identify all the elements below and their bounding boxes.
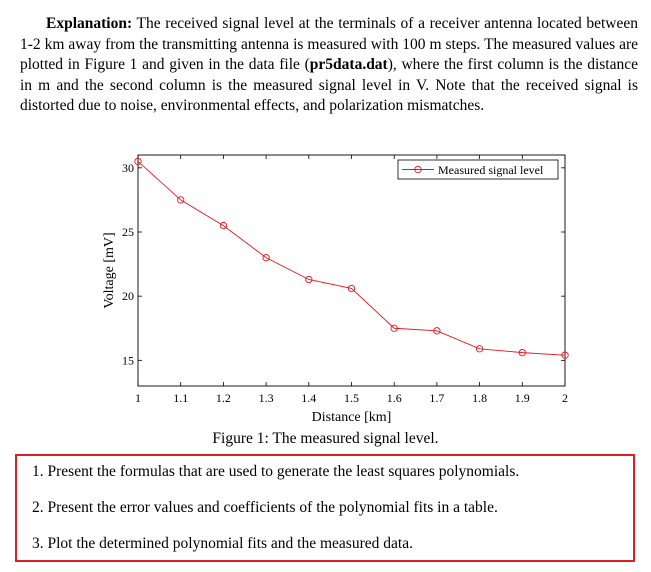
x-tick-label: 2 xyxy=(562,391,568,405)
task-item: 2. Present the error values and coeffici… xyxy=(32,499,498,516)
x-tick-label: 1 xyxy=(135,391,141,405)
data-point xyxy=(262,254,270,262)
legend-label: Measured signal level xyxy=(438,163,544,177)
data-point xyxy=(433,327,441,335)
x-axis-label: Distance [km] xyxy=(312,410,392,425)
data-point xyxy=(134,157,142,166)
task-item: 1. Present the formulas that are used to… xyxy=(32,463,520,480)
explanation-heading: Explanation: xyxy=(46,15,133,32)
explanation-text-1: The received signal level at the termina… xyxy=(20,15,638,73)
x-tick-label: 1.4 xyxy=(301,391,316,405)
x-tick-label: 1.7 xyxy=(429,391,444,405)
data-point xyxy=(518,348,526,357)
tasks-highlight-box xyxy=(15,454,635,562)
explanation-paragraph: Explanation: The received signal level a… xyxy=(20,14,638,117)
task-item: 3. Plot the determined polynomial fits a… xyxy=(32,535,413,552)
signal-level-chart: 1 1.1 1.2 1.3 1.4 1.5 1.6 1.7 1.8 1.9 2 15 20 25 30 Dis… xyxy=(102,154,569,425)
y-tick-label: 20 xyxy=(122,289,134,303)
y-tick-label: 30 xyxy=(122,161,134,175)
legend-marker xyxy=(414,165,422,174)
x-tick-label: 1.1 xyxy=(173,391,188,405)
y-tick-label: 15 xyxy=(122,353,134,367)
data-point xyxy=(347,284,356,293)
y-tick-label: 25 xyxy=(122,225,134,239)
x-tick-label: 1.5 xyxy=(344,391,359,405)
x-tick-label: 1.3 xyxy=(259,391,274,405)
y-axis-label: Voltage [mV] xyxy=(102,232,117,308)
x-tick-label: 1.6 xyxy=(387,391,402,405)
data-file-name: pr5data.dat xyxy=(309,56,388,73)
data-point xyxy=(219,221,228,230)
data-point xyxy=(177,196,185,204)
figure-caption: Figure 1: The measured signal level. xyxy=(212,430,439,447)
series-line xyxy=(137,161,566,356)
data-point xyxy=(561,351,569,359)
data-point xyxy=(305,275,313,284)
data-point xyxy=(390,324,398,332)
legend-box xyxy=(397,159,559,180)
x-tick-label: 1.2 xyxy=(216,391,231,405)
task-list: 1. Present the formulas that are used to… xyxy=(32,462,519,570)
x-tick-label: 1.8 xyxy=(472,391,487,405)
explanation-text-2: ), where the first column is the distanc… xyxy=(20,56,638,114)
data-point xyxy=(475,345,484,353)
x-tick-label: 1.9 xyxy=(515,391,530,405)
plot-area xyxy=(137,154,566,387)
